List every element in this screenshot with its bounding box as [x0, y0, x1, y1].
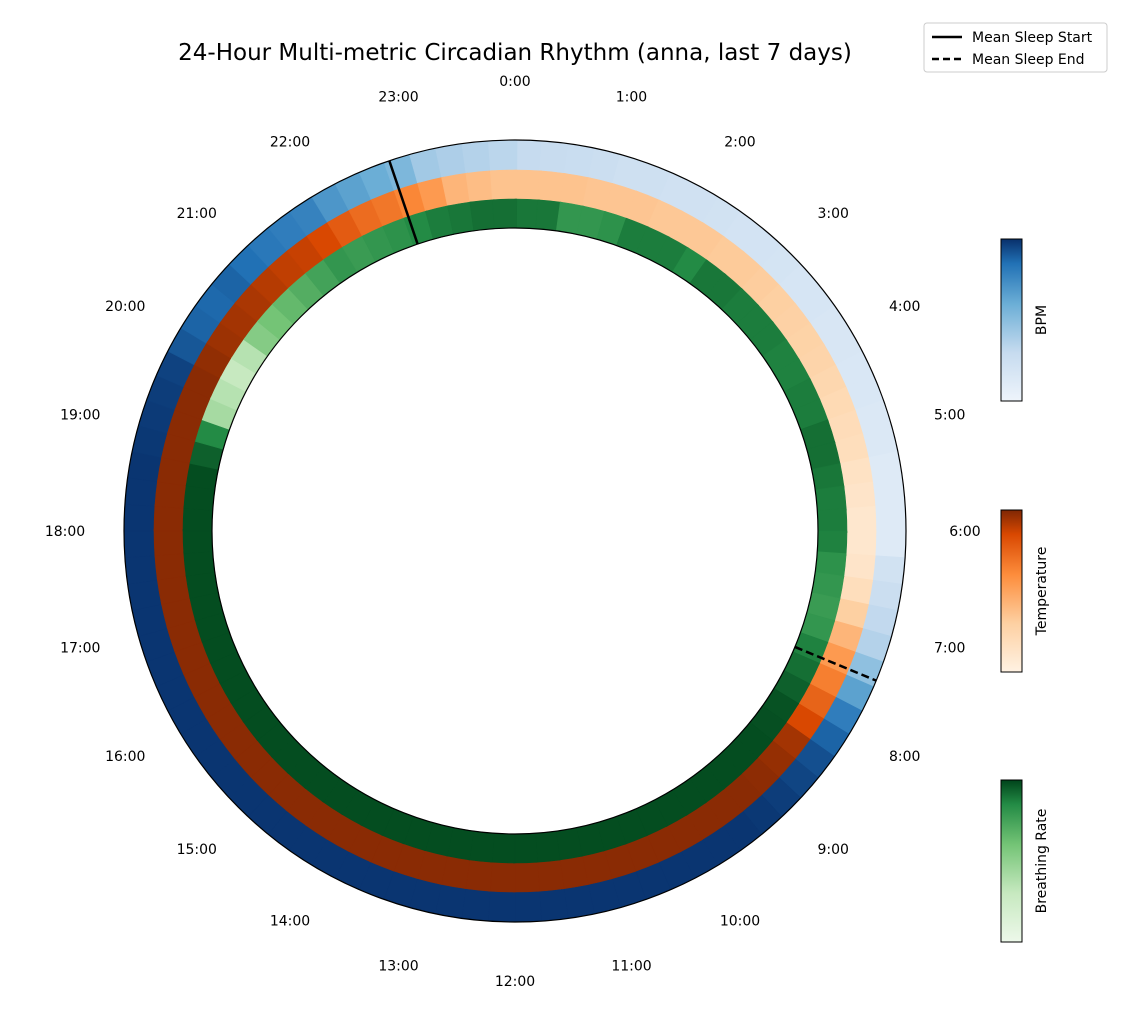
hour-label: 19:00: [60, 408, 100, 424]
colorbar-bpm-label: BPM: [1034, 305, 1050, 335]
hour-label: 7:00: [934, 641, 965, 657]
bpm-cell: [874, 503, 907, 534]
inner-boundary: [211, 227, 819, 835]
hour-label: 22:00: [270, 134, 310, 150]
temperature-cell: [843, 481, 876, 511]
colorbar-temperature: Temperature: [1000, 509, 1050, 673]
hour-labels: 0:00 1:00 2:00 3:00 4:00 5:00 6:00 7:00 8:00 9:00…: [45, 74, 981, 990]
mean-sleep-start-line: [388, 160, 419, 245]
hour-label: 2:00: [724, 134, 755, 150]
bpm-cell: [461, 140, 493, 174]
colorbar-breathing-rate-label: Breathing Rate: [1034, 809, 1050, 914]
colorbar-breathing-rate-bar: [1000, 779, 1023, 943]
temperature-cell: [153, 504, 185, 532]
bpm-cell: [514, 139, 545, 172]
colorbar-bpm: BPM: [1000, 238, 1050, 402]
colorbar-breathing-rate: Breathing Rate: [1000, 779, 1050, 943]
hour-label: 5:00: [934, 408, 965, 424]
chart-title: 24-Hour Multi-metric Circadian Rhythm (a…: [178, 40, 852, 66]
legend-box: [923, 22, 1108, 73]
hour-label: 15:00: [177, 842, 217, 858]
bpm-cell: [123, 501, 156, 532]
hour-label: 0:00: [499, 74, 530, 90]
temperature-cell: [535, 859, 565, 892]
hour-label: 18:00: [45, 524, 85, 540]
hour-label: 11:00: [611, 959, 651, 975]
colorbar-bpm-bar: [1000, 238, 1023, 402]
hour-label: 21:00: [177, 206, 217, 222]
hour-label: 4:00: [889, 299, 920, 315]
breathing-rate-cell: [814, 485, 847, 513]
bpm-cell: [512, 890, 543, 923]
hour-label: 8:00: [889, 749, 920, 765]
hour-label: 20:00: [105, 299, 145, 315]
hour-label: 23:00: [378, 89, 418, 105]
temperature-cell: [465, 170, 495, 203]
bpm-cell: [872, 477, 906, 509]
hour-label: 1:00: [616, 89, 647, 105]
hour-label: 12:00: [495, 974, 535, 990]
hour-label: 14:00: [270, 914, 310, 930]
legend: Mean Sleep Start Mean Sleep End: [923, 22, 1108, 73]
breathing-rate-cell: [512, 832, 538, 864]
hour-label: 3:00: [817, 206, 848, 222]
bpm-cell: [487, 139, 518, 172]
bpm-cell: [485, 890, 516, 923]
rings: [123, 139, 907, 923]
temperature-cell: [153, 528, 185, 556]
temperature-cell: [514, 169, 542, 201]
legend-label-sleep-end: Mean Sleep End: [972, 52, 1085, 68]
legend-label-sleep-start: Mean Sleep Start: [972, 30, 1093, 46]
temperature-cell: [512, 861, 540, 893]
breathing-rate-cell: [183, 549, 216, 577]
temperature-cell: [490, 169, 518, 201]
temperature-cell: [845, 530, 877, 558]
temperature-cell: [154, 551, 187, 581]
outer-boundary: [123, 139, 907, 923]
hour-label: 16:00: [105, 749, 145, 765]
sleep-lines: [388, 160, 877, 682]
breathing-rate-cell: [469, 199, 497, 232]
bpm-cell: [537, 888, 569, 922]
hour-label: 9:00: [817, 842, 848, 858]
colorbar-temperature-bar: [1000, 509, 1023, 673]
mean-sleep-end-line: [794, 645, 877, 682]
hour-label: 6:00: [949, 524, 980, 540]
bpm-cell: [123, 528, 156, 559]
temperature-cell: [488, 861, 516, 893]
breathing-rate-cell: [492, 198, 518, 230]
breathing-rate-cell: [182, 528, 214, 554]
colorbar-temperature-label: Temperature: [1034, 547, 1050, 637]
breathing-rate-cell: [533, 830, 561, 863]
bpm-cell: [124, 553, 158, 585]
hour-label: 10:00: [720, 914, 760, 930]
temperature-cell: [845, 506, 877, 534]
breathing-rate-cell: [816, 508, 848, 534]
bpm-cell: [874, 530, 907, 561]
hour-label: 13:00: [378, 959, 418, 975]
hour-label: 17:00: [60, 641, 100, 657]
